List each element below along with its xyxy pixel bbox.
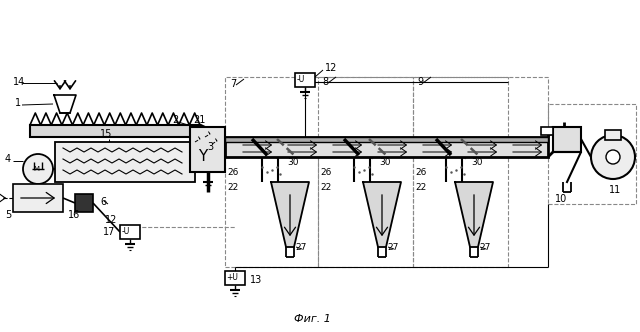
Bar xyxy=(190,127,225,172)
Text: 8: 8 xyxy=(322,77,328,87)
Bar xyxy=(413,77,508,137)
Circle shape xyxy=(591,135,635,179)
Text: 21: 21 xyxy=(193,115,205,125)
Polygon shape xyxy=(271,182,309,247)
Text: 22: 22 xyxy=(227,183,238,192)
Bar xyxy=(30,125,200,137)
Bar xyxy=(75,194,93,212)
Text: -U: -U xyxy=(122,227,131,236)
Text: 27: 27 xyxy=(387,243,398,252)
Text: -U: -U xyxy=(297,75,305,84)
Bar xyxy=(318,157,413,267)
Bar xyxy=(605,130,621,140)
Text: 6: 6 xyxy=(100,197,106,207)
Polygon shape xyxy=(455,182,493,247)
Bar xyxy=(413,157,508,267)
Text: +U: +U xyxy=(226,273,238,282)
Text: 10: 10 xyxy=(555,194,567,204)
Text: 30: 30 xyxy=(471,158,483,167)
Text: 27: 27 xyxy=(479,243,490,252)
Text: 17: 17 xyxy=(103,227,115,237)
Text: 15: 15 xyxy=(100,129,113,139)
Text: M: M xyxy=(33,166,39,172)
Text: 22: 22 xyxy=(415,183,426,192)
Polygon shape xyxy=(363,182,401,247)
Text: 9: 9 xyxy=(417,77,423,87)
Text: 12: 12 xyxy=(105,215,117,225)
Text: 4: 4 xyxy=(5,154,11,164)
Bar xyxy=(225,137,548,157)
Text: 16: 16 xyxy=(68,210,80,220)
Text: 30: 30 xyxy=(379,158,390,167)
Bar xyxy=(55,142,195,182)
Text: 26: 26 xyxy=(320,168,332,177)
Text: 22: 22 xyxy=(320,183,332,192)
Bar xyxy=(225,271,245,285)
Text: 7: 7 xyxy=(230,79,236,89)
Text: 14: 14 xyxy=(13,77,25,87)
Text: 26: 26 xyxy=(227,168,238,177)
Text: 13: 13 xyxy=(250,275,262,285)
Bar xyxy=(295,73,315,87)
Bar xyxy=(13,184,63,212)
Text: 27: 27 xyxy=(295,243,307,252)
Bar xyxy=(225,77,548,137)
Bar xyxy=(553,127,581,152)
Bar xyxy=(120,225,140,239)
Text: 3: 3 xyxy=(207,142,213,152)
Bar xyxy=(541,127,553,135)
Text: 1: 1 xyxy=(15,98,21,108)
Text: Y: Y xyxy=(198,149,207,164)
Text: 5: 5 xyxy=(5,210,12,220)
Text: 26: 26 xyxy=(415,168,426,177)
Text: 2: 2 xyxy=(172,115,179,125)
Text: Фиг. 1: Фиг. 1 xyxy=(294,314,330,324)
Bar xyxy=(548,104,636,204)
Text: 11: 11 xyxy=(609,185,621,195)
Text: 12: 12 xyxy=(325,63,337,73)
Text: 30: 30 xyxy=(287,158,298,167)
Circle shape xyxy=(23,154,53,184)
Bar xyxy=(225,137,548,142)
Bar xyxy=(225,157,318,267)
Circle shape xyxy=(606,150,620,164)
Bar xyxy=(318,77,413,137)
